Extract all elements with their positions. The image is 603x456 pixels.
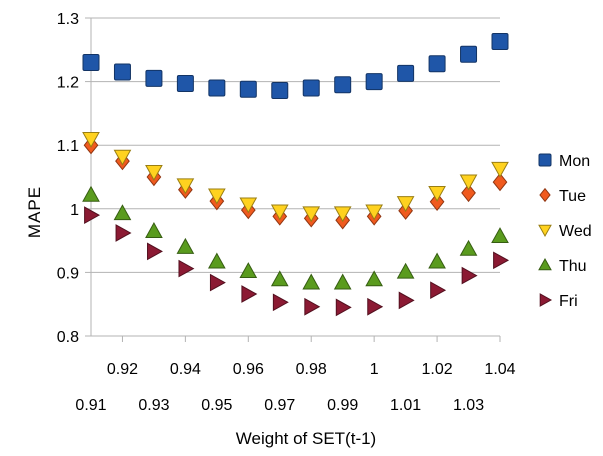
data-point-fri — [115, 224, 132, 242]
data-point-wed — [459, 174, 478, 191]
legend-label-thu: Thu — [559, 258, 587, 275]
data-point-mon — [397, 64, 415, 82]
data-point-wed — [491, 161, 509, 178]
data-point-fri — [178, 259, 195, 278]
x-tick-label-upper: 1 — [370, 361, 379, 378]
data-point-thu — [333, 273, 352, 290]
data-point-fri — [241, 285, 258, 303]
data-point-thu — [302, 273, 321, 290]
data-point-mon — [145, 69, 163, 87]
y-tick-label: 1.3 — [57, 11, 79, 28]
data-point-fri — [304, 297, 321, 316]
data-point-wed — [396, 196, 415, 213]
data-point-thu — [396, 262, 415, 279]
y-tick-label: 0.8 — [57, 329, 79, 346]
data-point-wed — [145, 165, 163, 181]
data-point-wed — [239, 197, 258, 214]
data-point-mon — [208, 79, 226, 97]
data-point-fri — [84, 206, 101, 225]
x-tick-label-lower: 0.95 — [201, 397, 232, 414]
y-tick-label: 1.1 — [57, 138, 79, 155]
data-point-tue — [461, 183, 476, 203]
data-point-thu — [365, 270, 384, 287]
data-point-mon — [271, 82, 289, 100]
x-tick-label-lower: 0.91 — [75, 397, 106, 414]
x-axis-title: Weight of SET(t-1) — [236, 429, 376, 448]
data-point-wed — [333, 206, 352, 223]
data-point-fri — [430, 281, 447, 300]
data-point-mon — [491, 33, 509, 51]
data-point-fri — [367, 297, 384, 316]
data-point-wed — [365, 204, 384, 221]
data-point-mon — [176, 75, 194, 93]
legend-label-tue: Tue — [559, 188, 586, 205]
data-point-thu — [145, 222, 163, 238]
data-point-thu — [491, 227, 509, 244]
data-point-thu — [428, 252, 446, 269]
x-tick-label-lower: 1.03 — [453, 397, 484, 414]
data-point-fri — [335, 298, 352, 317]
data-point-wed — [270, 204, 289, 221]
y-tick-label: 1.2 — [57, 75, 79, 92]
data-point-fri — [398, 291, 415, 310]
y-tick-label: 0.9 — [57, 265, 79, 282]
data-point-fri — [461, 266, 478, 285]
data-point-thu — [239, 262, 258, 279]
x-tick-label-upper: 1.02 — [422, 361, 453, 378]
data-point-mon — [365, 73, 383, 91]
data-point-mon — [113, 63, 131, 81]
data-point-tue — [492, 172, 508, 192]
data-point-wed — [428, 186, 446, 202]
x-tick-label-upper: 0.96 — [233, 361, 264, 378]
data-point-thu — [459, 239, 478, 256]
data-point-wed — [113, 149, 132, 166]
legend: Mon Tue Wed Thu Fri — [538, 153, 592, 310]
data-point-wed — [176, 178, 195, 195]
legend-marker-mon — [538, 153, 552, 167]
y-axis-title: MAPE — [25, 186, 44, 238]
x-tick-label-upper: 0.94 — [170, 361, 201, 378]
data-point-fri — [272, 293, 289, 312]
x-tick-label-upper: 0.98 — [296, 361, 327, 378]
x-tick-label-upper: 1.04 — [484, 361, 515, 378]
data-markers — [82, 33, 510, 317]
x-tick-label-upper: 0.92 — [107, 361, 138, 378]
legend-label-wed: Wed — [559, 223, 592, 240]
x-tick-labels: 0.92 0.94 0.96 0.98 1 1.02 1.04 0.91 0.93 0.95 0.9… — [75, 361, 515, 414]
data-point-thu — [113, 204, 132, 221]
legend-marker-wed — [538, 224, 552, 238]
data-point-wed — [302, 206, 321, 223]
data-point-fri — [493, 251, 510, 270]
legend-marker-fri — [539, 293, 553, 307]
data-point-wed — [207, 188, 226, 205]
data-point-wed — [82, 131, 100, 148]
legend-marker-thu — [538, 257, 552, 271]
x-tick-label-lower: 0.99 — [327, 397, 358, 414]
data-point-fri — [209, 273, 226, 292]
legend-label-mon: Mon — [559, 153, 590, 170]
data-point-mon — [82, 54, 100, 72]
data-point-thu — [207, 252, 226, 269]
data-point-mon — [239, 80, 257, 98]
legend-label-fri: Fri — [559, 293, 578, 310]
y-tick-labels: 0.8 0.9 1 1.1 1.2 1.3 — [57, 11, 79, 346]
data-point-mon — [302, 79, 320, 97]
legend-marker-tue — [539, 187, 551, 203]
data-point-fri — [147, 242, 163, 261]
data-point-thu — [176, 237, 195, 254]
x-tick-label-lower: 0.93 — [138, 397, 169, 414]
data-point-mon — [428, 55, 446, 73]
data-point-thu — [270, 270, 289, 287]
data-point-mon — [334, 76, 352, 94]
data-point-thu — [82, 185, 100, 202]
y-tick-label: 1 — [70, 202, 79, 219]
x-tick-label-lower: 0.97 — [264, 397, 295, 414]
x-tick-label-lower: 1.01 — [390, 397, 421, 414]
data-point-mon — [460, 45, 478, 63]
